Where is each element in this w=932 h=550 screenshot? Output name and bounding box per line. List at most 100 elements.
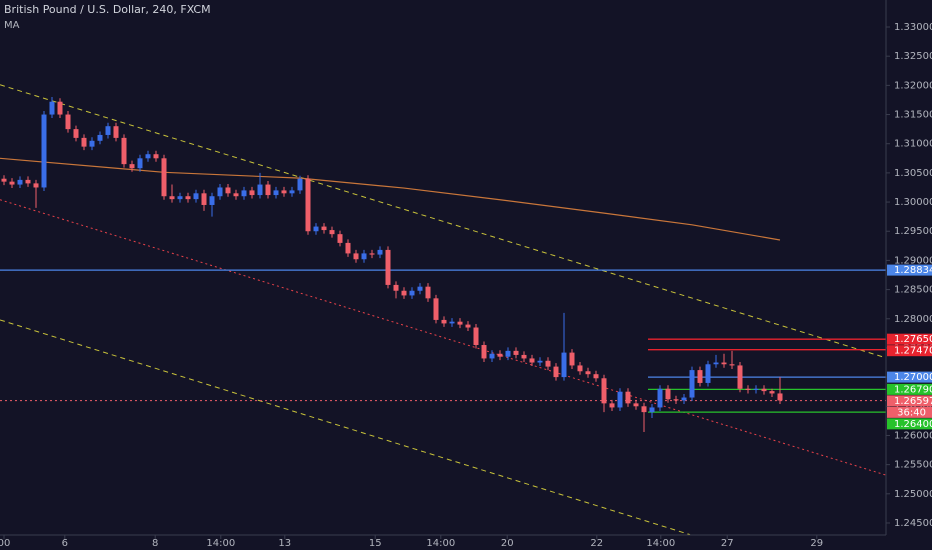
candle-body: [609, 403, 615, 408]
candle-body: [385, 249, 391, 285]
candle-body: [433, 298, 439, 320]
candle-body: [601, 378, 607, 404]
candle-body: [393, 284, 399, 291]
candle-body: [193, 193, 199, 200]
candle-body: [577, 365, 583, 372]
candle-body: [265, 184, 271, 196]
candle-body: [401, 290, 407, 296]
candle-body: [729, 364, 735, 366]
candle-body: [665, 388, 671, 400]
price-label: 1.27650: [894, 334, 932, 345]
x-tick-label: 27: [721, 538, 734, 549]
y-tick-label: 1.30500: [894, 168, 932, 179]
countdown-timer: 36:40: [897, 407, 926, 418]
candle-body: [537, 360, 543, 363]
price-label-box: [887, 333, 932, 345]
price-label: 1.26790: [894, 384, 932, 395]
candle-body: [257, 184, 263, 196]
candle-body: [721, 362, 727, 365]
candle-body: [369, 253, 375, 255]
candle-body: [545, 360, 551, 367]
candle-body: [305, 178, 311, 232]
candle-body: [177, 196, 183, 200]
price-label-box: [887, 418, 932, 430]
candle-body: [713, 362, 719, 365]
price-label: 1.26597: [894, 396, 932, 407]
candle-body: [217, 187, 223, 197]
timer-box: [887, 406, 932, 418]
candle-body: [705, 364, 711, 383]
x-tick-label: 8: [152, 538, 158, 549]
trendline: [0, 319, 691, 536]
y-tick-label: 1.25500: [894, 460, 932, 471]
y-tick-label: 1.26000: [894, 430, 932, 441]
candle-body: [553, 366, 559, 378]
candle-body: [737, 365, 743, 389]
candle-body: [441, 319, 447, 324]
price-label-box: [887, 383, 932, 395]
candle-body: [529, 358, 535, 363]
candle-body: [497, 353, 503, 357]
candle-body: [169, 196, 175, 200]
candle-body: [513, 350, 519, 355]
candle-body: [201, 193, 207, 205]
candle-body: [521, 354, 527, 359]
price-label: 1.26400: [894, 419, 932, 430]
candle-body: [9, 181, 15, 185]
x-tick-label: 14:00: [426, 538, 455, 549]
indicator-label: MA: [4, 20, 20, 31]
x-tick-label: 15: [369, 538, 382, 549]
candle-body: [33, 183, 39, 188]
x-tick-label: 29: [810, 538, 823, 549]
candle-body: [121, 137, 127, 165]
y-tick-label: 1.32000: [894, 80, 932, 91]
y-tick-label: 1.25000: [894, 489, 932, 500]
x-tick-label: 14:00: [646, 538, 675, 549]
candle-body: [233, 193, 239, 197]
candle-body: [569, 352, 575, 366]
candle-body: [49, 101, 55, 115]
candle-body: [73, 129, 79, 138]
candle-body: [673, 399, 679, 401]
candle-body: [657, 388, 663, 408]
price-label-box: [887, 264, 932, 276]
candle-body: [593, 374, 599, 379]
y-tick-label: 1.26500: [894, 401, 932, 412]
y-tick-label: 1.30000: [894, 197, 932, 208]
moving-average: [0, 157, 781, 241]
price-axis: 1.33000 1.32500 1.32000 1.31500 1.31000 1.305…: [0, 22, 932, 549]
candle-body: [505, 350, 511, 357]
candle-body: [625, 391, 631, 404]
candle-body: [273, 190, 279, 196]
candle-body: [585, 371, 591, 375]
candle-body: [65, 114, 71, 130]
candle-body: [353, 253, 359, 260]
y-tick-label: 1.29000: [894, 255, 932, 266]
candle-body: [633, 403, 639, 407]
y-tick-label: 1.24500: [894, 518, 932, 529]
y-tick-label: 1.31000: [894, 139, 932, 150]
candle-body: [41, 114, 47, 188]
candle-body: [129, 164, 135, 169]
candle-body: [137, 158, 143, 169]
candle-body: [417, 286, 423, 291]
candle-body: [185, 196, 191, 200]
candle-body: [289, 190, 295, 194]
y-tick-label: 1.33000: [894, 22, 932, 33]
candle-body: [689, 370, 695, 398]
y-tick-label: 1.29500: [894, 226, 932, 237]
candle-body: [161, 158, 167, 197]
candle-body: [769, 391, 775, 394]
y-tick-label: 1.28500: [894, 285, 932, 296]
y-tick-label: 1.32500: [894, 51, 932, 62]
candle-body: [425, 286, 431, 299]
trendline: [0, 84, 887, 359]
candle-body: [489, 353, 495, 359]
candle-body: [377, 249, 383, 255]
candle-body: [89, 140, 95, 147]
x-tick-label: 6: [62, 538, 68, 549]
x-tick-label: 14:00: [206, 538, 235, 549]
chart-title: British Pound / U.S. Dollar, 240, FXCM: [4, 3, 211, 16]
